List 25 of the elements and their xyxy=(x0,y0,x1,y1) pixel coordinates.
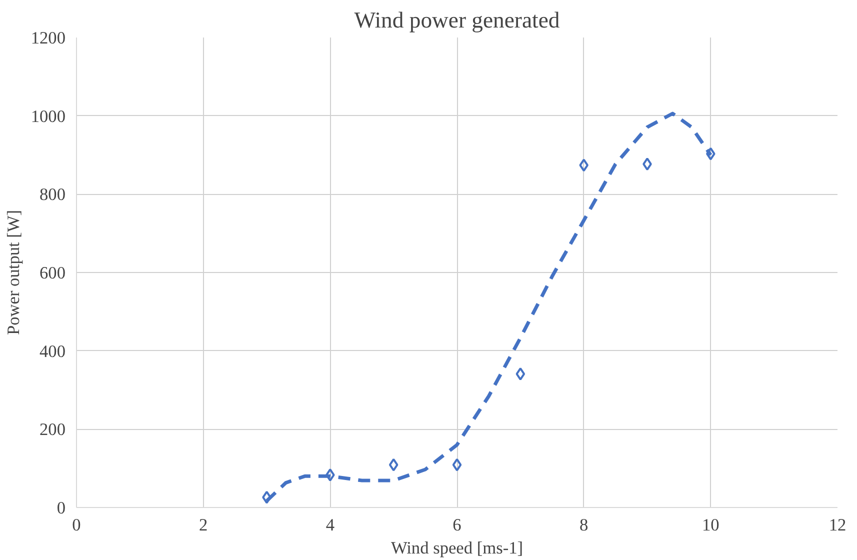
y-tick-label: 1000 xyxy=(30,106,66,126)
x-tick-label: 10 xyxy=(702,516,720,534)
y-tick-label: 0 xyxy=(56,498,66,518)
point xyxy=(262,490,272,504)
point xyxy=(326,468,335,482)
y-axis-title: Power output [W] xyxy=(4,210,23,336)
x-tick-label: 6 xyxy=(452,516,462,534)
x-tick-label: 4 xyxy=(326,516,335,534)
y-tick-label: 1200 xyxy=(30,28,66,48)
x-tick-label: 2 xyxy=(199,516,208,534)
x-tick-label: 8 xyxy=(580,516,588,534)
x-axis-title: Wind speed [ms-1] xyxy=(390,538,524,558)
y-tick-label: 600 xyxy=(40,264,66,282)
y-tick-label: 800 xyxy=(40,185,66,204)
point xyxy=(579,158,588,172)
chart-title: Wind power generated xyxy=(354,8,560,32)
x-tick-label: 12 xyxy=(828,516,846,534)
point xyxy=(452,458,462,472)
y-tick-label: 400 xyxy=(40,342,66,361)
x-tick-label: 0 xyxy=(72,516,81,534)
point xyxy=(388,458,398,472)
point xyxy=(516,367,526,380)
y-tick-label: 200 xyxy=(40,420,66,440)
point xyxy=(706,147,716,160)
point xyxy=(642,158,652,171)
